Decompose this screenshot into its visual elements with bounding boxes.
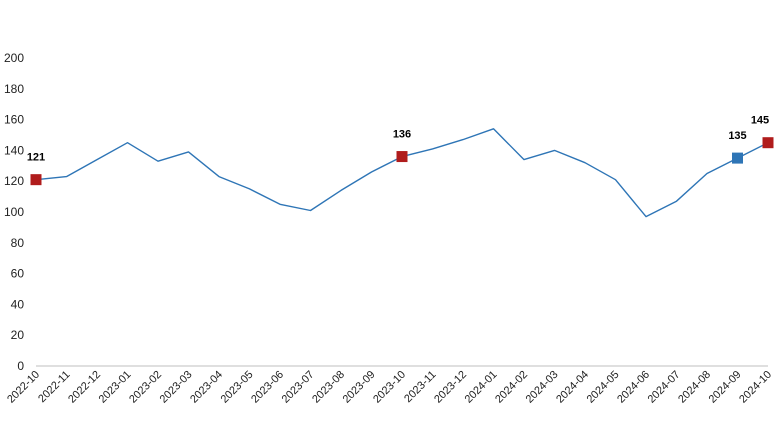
- highlight-marker: [762, 137, 774, 149]
- y-tick-label: 200: [4, 51, 24, 65]
- data-label: 145: [751, 115, 769, 127]
- data-label: 135: [728, 130, 746, 142]
- highlight-marker: [732, 152, 743, 164]
- y-tick-label: 0: [17, 359, 24, 373]
- highlight-marker: [30, 174, 42, 186]
- y-tick-label: 80: [11, 236, 25, 250]
- y-tick-label: 60: [11, 267, 25, 281]
- y-tick-label: 160: [4, 113, 24, 127]
- y-axis: 0 20 40 60 80 100 120 140 160 180 200: [4, 51, 24, 373]
- highlight-marker: [396, 151, 408, 163]
- y-tick-label: 40: [11, 297, 25, 311]
- highlight-markers: 121 136 135 145: [27, 115, 774, 186]
- y-tick-label: 120: [4, 174, 24, 188]
- data-label: 136: [393, 129, 411, 141]
- data-label: 121: [27, 152, 45, 164]
- y-tick-label: 100: [4, 205, 24, 219]
- y-tick-label: 180: [4, 82, 24, 96]
- y-tick-label: 20: [11, 328, 25, 342]
- y-tick-label: 140: [4, 143, 24, 157]
